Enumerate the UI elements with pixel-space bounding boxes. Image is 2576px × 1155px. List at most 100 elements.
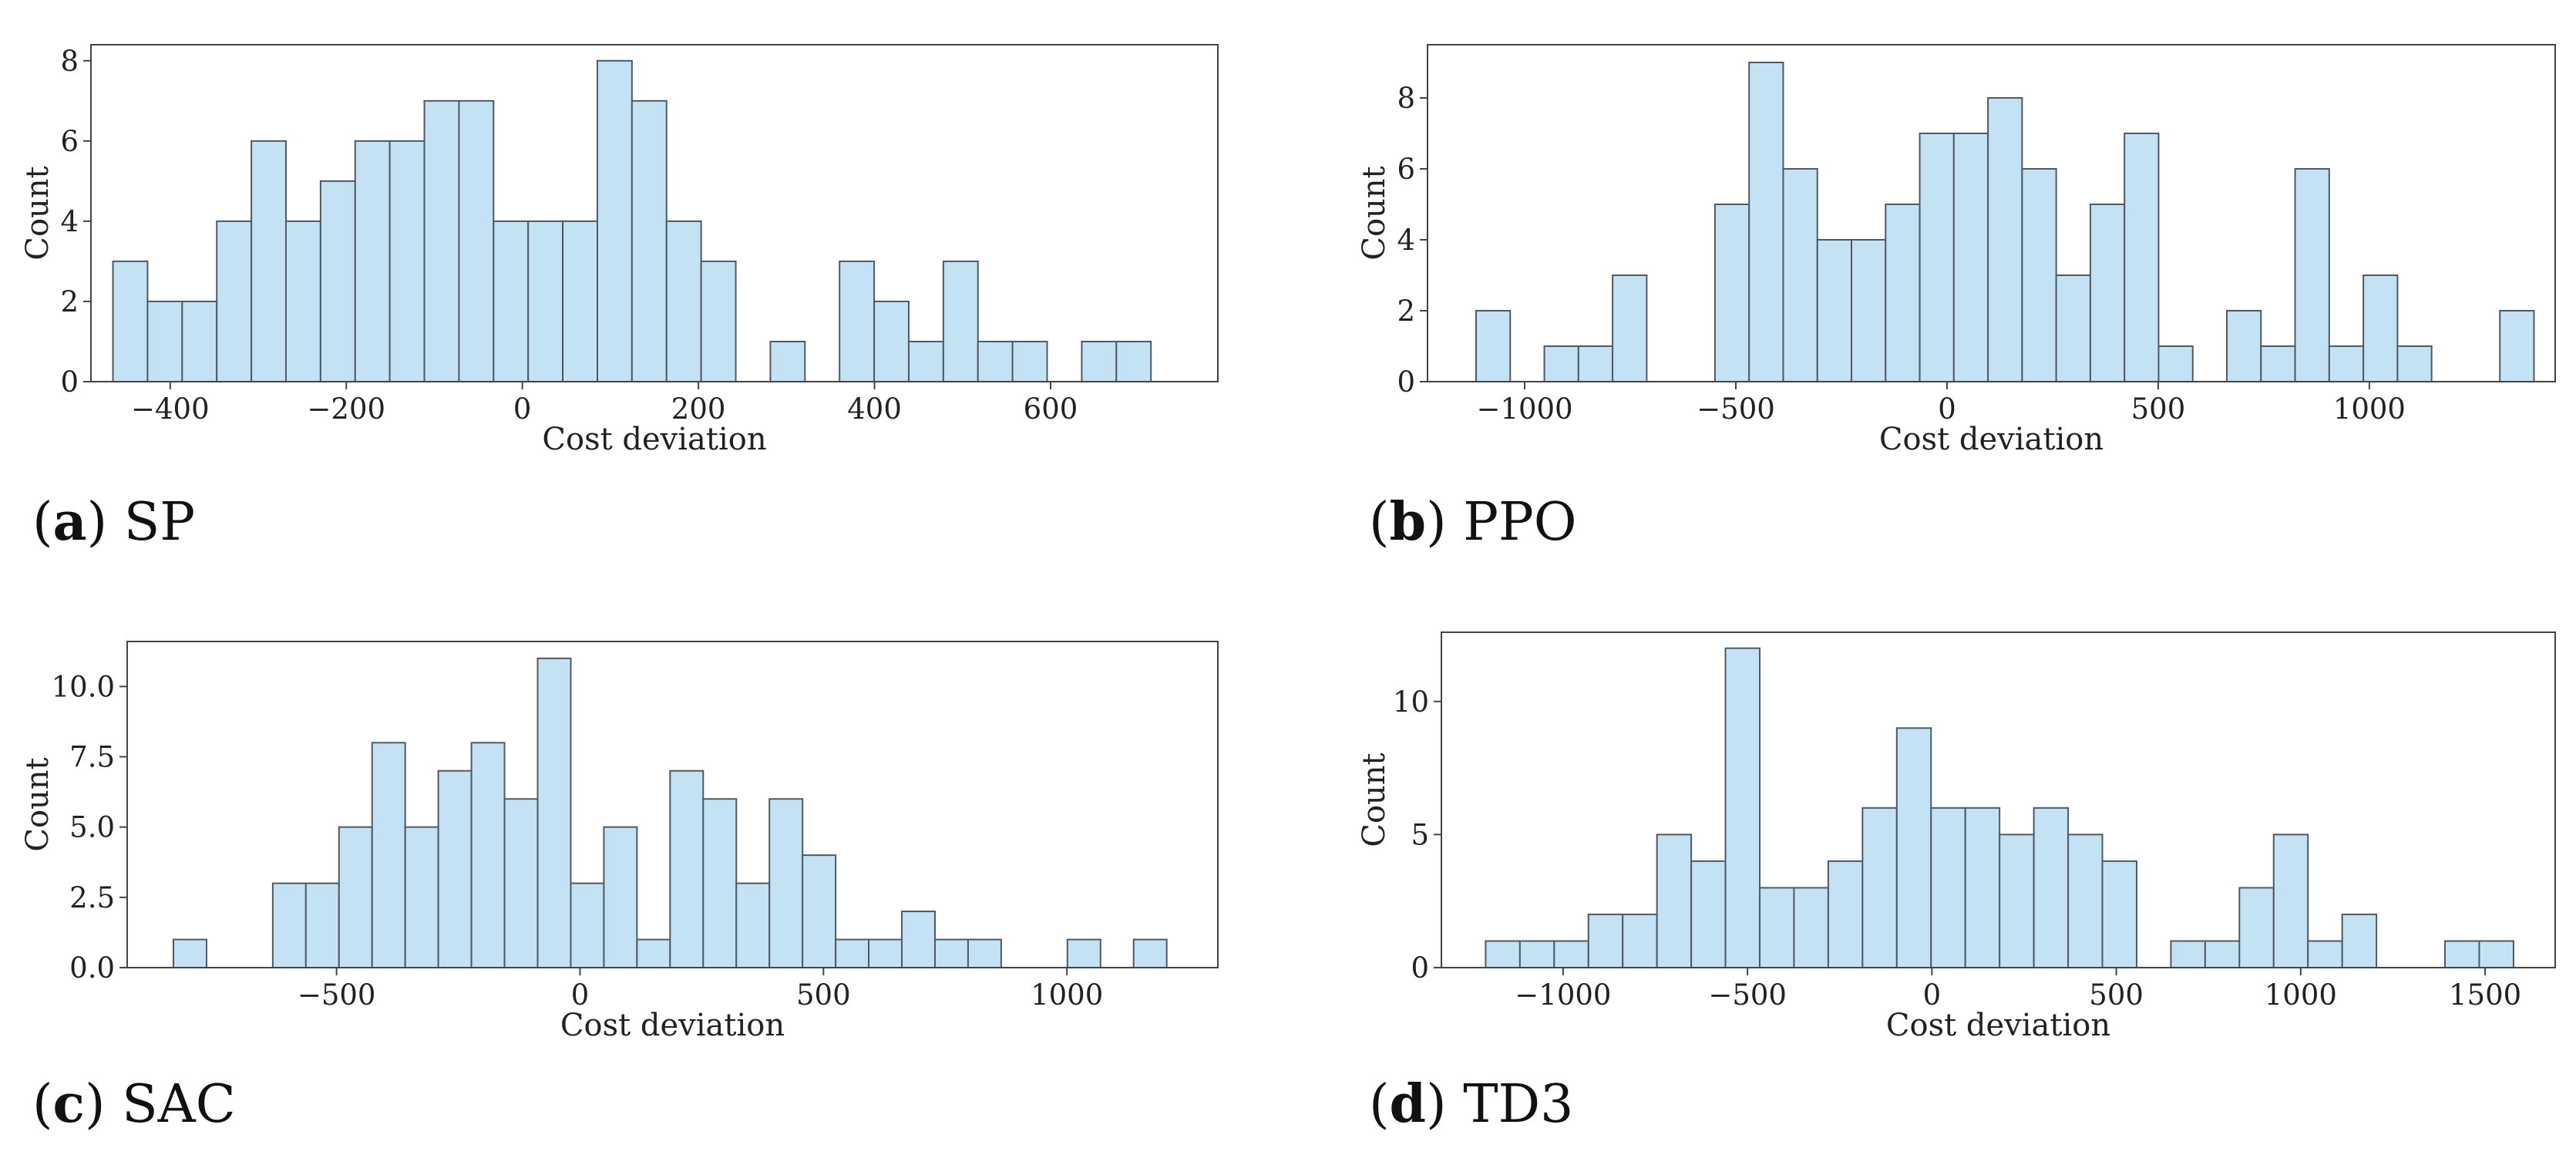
y-tick-label: 0 [1411, 951, 1429, 985]
histogram-bar [2260, 345, 2296, 382]
y-tick-label: 4 [60, 205, 79, 238]
plot-frame [90, 44, 1219, 382]
histogram-bar [1782, 168, 1818, 382]
histogram-bar [2204, 940, 2241, 968]
x-axis-label: Cost deviation [560, 1008, 785, 1043]
x-tick-label: −1000 [1515, 978, 1611, 1012]
histogram-bar [868, 938, 903, 969]
histogram-bar [1132, 938, 1168, 969]
x-tick-label: −1000 [1476, 392, 1572, 426]
x-tick-label: −400 [131, 392, 210, 426]
histogram-bar [536, 657, 572, 968]
histogram-bar [768, 798, 804, 968]
histogram-bar [1987, 97, 2023, 382]
histogram-bar [404, 826, 439, 969]
histogram-bar [470, 742, 506, 969]
caption-letter: a [53, 491, 87, 553]
histogram-bar [1622, 913, 1658, 968]
panel-a: −400 −200 0 200 400 600 0 2 4 6 8 Cost deviation Cou… [20, 44, 1219, 553]
histogram-bar [2478, 940, 2514, 968]
histogram-bar [354, 140, 391, 383]
histogram-bar [562, 220, 598, 382]
plot-frame [1427, 44, 2556, 382]
histogram-bar [1690, 860, 1727, 969]
histogram-bar [1851, 239, 1887, 382]
histogram-bar [839, 260, 876, 382]
histogram-bar [735, 882, 771, 968]
histogram-bar [181, 300, 218, 383]
histogram-bar [631, 99, 668, 383]
histogram-bar [933, 938, 969, 969]
x-tick-label: 1500 [2449, 978, 2521, 1012]
histogram-bar [1952, 133, 1989, 382]
x-tick-label: 200 [671, 392, 726, 426]
x-tick-label: 0 [1938, 392, 1956, 426]
histogram-bar [769, 340, 806, 383]
histogram-bar [371, 742, 406, 969]
histogram-bar [2444, 940, 2480, 968]
y-axis-label: Count [20, 757, 55, 851]
histogram-bar [1999, 833, 2035, 968]
histogram-bar [437, 769, 472, 968]
y-tick-label: 2.5 [69, 881, 115, 914]
y-tick-label: 4 [1397, 224, 1415, 257]
x-axis-label: Cost deviation [1886, 1008, 2110, 1043]
y-tick-label: 5 [1411, 818, 1429, 851]
histogram-bar [835, 938, 870, 969]
histogram-bar [2124, 133, 2160, 382]
caption-letter: b [1390, 491, 1427, 553]
histogram-bar [173, 938, 207, 969]
histogram-bar [1919, 133, 1955, 382]
y-tick-label: 0.0 [69, 951, 115, 985]
histogram-bar [1475, 310, 1512, 382]
histogram-bar [1066, 938, 1101, 969]
panel-caption: (b) PPO [1369, 491, 1577, 553]
plot-frame [126, 641, 1219, 968]
x-axis-label: Cost deviation [1879, 422, 2104, 457]
panel-b: −1000 −500 0 500 1000 0 2 4 6 8 Cost deviation Coun… [1357, 44, 2556, 553]
x-tick-label: 0 [1923, 978, 1942, 1012]
histogram-bar [901, 911, 936, 968]
panel-d: −1000 −500 0 500 1000 1500 0 5 10 Cost deviation C… [1357, 631, 2556, 1135]
histogram-bar [2157, 345, 2194, 382]
y-tick-label: 8 [1397, 82, 1415, 115]
y-tick-label: 8 [60, 45, 79, 78]
x-tick-label: −500 [298, 978, 376, 1012]
histogram-bar [1748, 62, 1784, 382]
y-tick-label: 6 [60, 125, 79, 158]
histogram-bar [596, 59, 633, 382]
caption-letter: c [53, 1073, 85, 1135]
histogram-bar [570, 882, 605, 968]
y-tick-label: 5.0 [69, 811, 115, 844]
histogram-bar [1081, 340, 1118, 383]
histogram-bar [2328, 345, 2365, 382]
histogram-bar [527, 220, 564, 382]
histogram-bar [493, 220, 530, 382]
histogram-bar [942, 260, 979, 382]
panel-caption: (c) SAC [32, 1073, 236, 1135]
y-tick-label: 6 [1397, 153, 1415, 186]
panel-caption: (a) SP [32, 491, 195, 553]
histogram-bar [1816, 239, 1853, 382]
histogram-bar [1930, 806, 1966, 968]
x-tick-label: −500 [1697, 392, 1775, 426]
histogram-bar [977, 340, 1014, 383]
caption-letter: d [1390, 1073, 1427, 1135]
histogram-bar [702, 798, 738, 968]
histogram-bar [2307, 940, 2343, 968]
histogram-bar [1485, 940, 1521, 968]
histogram-bar [1115, 340, 1152, 383]
histogram-bar [1827, 860, 1864, 969]
histogram-bar [2396, 345, 2433, 382]
y-tick-label: 0 [1397, 365, 1415, 399]
y-tick-label: 10.0 [52, 670, 115, 703]
histogram-bar [271, 882, 307, 968]
y-tick-label: 7.5 [69, 741, 115, 774]
histogram-bar [1656, 833, 1693, 968]
histogram-bar [665, 220, 702, 382]
histogram-bar [423, 99, 460, 383]
caption-title: TD3 [1463, 1074, 1573, 1135]
y-tick-label: 10 [1393, 685, 1429, 719]
y-axis-label: Count [1357, 753, 1392, 847]
